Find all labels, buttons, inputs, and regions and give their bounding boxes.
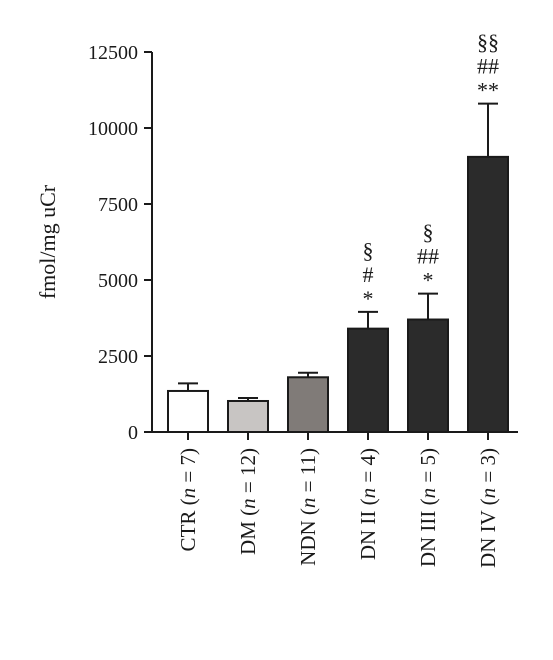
bar	[467, 155, 509, 433]
y-tick-label: 10000	[88, 118, 138, 140]
x-tick-label: DM (n = 12)	[236, 448, 260, 555]
bar	[287, 376, 329, 433]
significance-marker: **	[477, 78, 499, 103]
y-tick-label: 5000	[98, 270, 138, 292]
significance-marker: §§	[477, 30, 499, 55]
significance-marker: *	[363, 286, 374, 311]
significance-marker: ##	[417, 244, 439, 269]
significance-marker: §	[423, 220, 434, 245]
bar	[227, 399, 269, 434]
y-tick-label: 7500	[98, 194, 138, 216]
bar	[167, 389, 209, 433]
x-tick-label: DN III (n = 5)	[416, 448, 440, 567]
y-axis-label: fmol/mg uCr	[35, 184, 60, 299]
x-tick-label: NDN (n = 11)	[296, 448, 320, 566]
significance-marker: §	[363, 238, 374, 263]
y-tick-label: 0	[128, 422, 138, 444]
bar	[347, 327, 389, 434]
x-tick-label: DN II (n = 4)	[356, 448, 380, 560]
x-tick-label: DN IV (n = 3)	[476, 448, 500, 568]
y-tick-label: 12500	[88, 42, 138, 64]
significance-marker: *	[423, 268, 434, 293]
plot-area: 0 2500 5000 7500 10000 12500 CTR (n = 7) DM (n …	[88, 30, 518, 568]
x-tick-label: CTR (n = 7)	[176, 448, 200, 551]
significance-marker: ##	[477, 54, 499, 79]
significance-marker: #	[363, 262, 374, 287]
y-tick-label: 2500	[98, 346, 138, 368]
bar	[407, 318, 449, 433]
